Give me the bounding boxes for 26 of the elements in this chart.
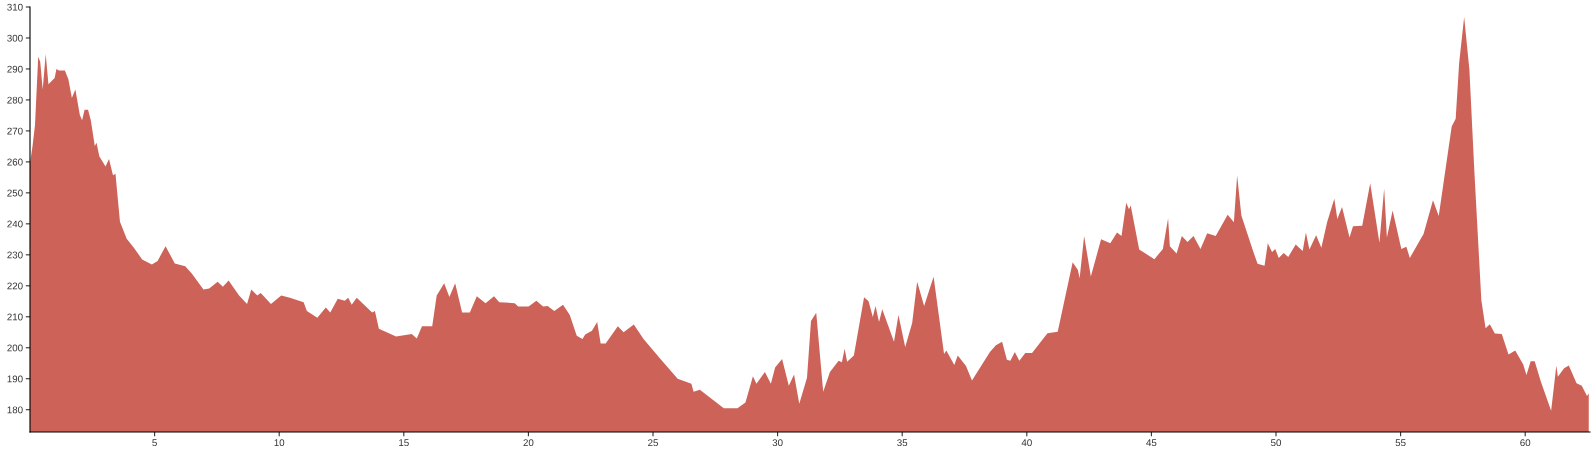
y-tick-label: 280 <box>7 96 23 104</box>
y-tick-label: 210 <box>7 313 23 321</box>
x-tick-label: 25 <box>648 439 658 447</box>
x-tick-label: 35 <box>897 439 908 447</box>
y-tick-label: 310 <box>7 3 23 11</box>
y-tick-label: 250 <box>7 189 23 197</box>
x-tick-label: 5 <box>152 439 157 447</box>
y-tick-label: 230 <box>7 251 23 259</box>
y-tick-label: 290 <box>7 65 23 73</box>
y-tick-label: 270 <box>7 127 23 135</box>
y-tick-label: 300 <box>7 34 23 42</box>
y-tick-label: 200 <box>7 344 23 352</box>
x-tick-label: 40 <box>1021 439 1032 447</box>
y-tick-label: 180 <box>7 406 23 414</box>
x-tick-label: 10 <box>274 439 285 447</box>
y-tick-label: 240 <box>7 220 23 228</box>
x-tick-label: 30 <box>772 439 783 447</box>
x-tick-label: 15 <box>399 439 409 447</box>
x-tick-label: 50 <box>1270 439 1282 447</box>
x-tick-label: 55 <box>1395 439 1406 447</box>
y-tick-label: 190 <box>7 375 23 383</box>
x-tick-label: 60 <box>1520 439 1531 447</box>
y-tick-label: 220 <box>7 282 23 290</box>
y-tick-label: 260 <box>7 158 23 166</box>
x-tick-label: 20 <box>523 439 534 447</box>
x-tick-label: 45 <box>1146 439 1157 447</box>
